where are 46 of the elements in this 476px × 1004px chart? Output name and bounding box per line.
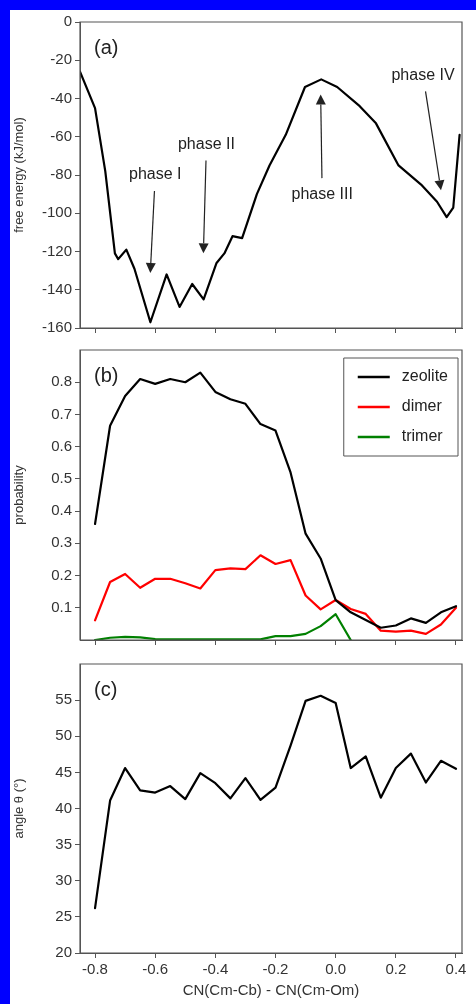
y-tick-label: 0.6 [51,436,72,454]
annotation: phase IV [391,65,455,83]
y-tick-label: -60 [50,126,72,144]
annotation: (b) [94,363,119,386]
y-tick-label: -80 [50,165,72,183]
x-axis-title: CN(Cm-Cb) - CN(Cm-Om) [182,981,360,999]
legend-label: trimer [401,427,444,445]
annotation: phase I [129,165,182,183]
y-tick-label: -40 [50,88,72,106]
y-tick-label: 0.3 [51,533,72,551]
y-tick-label: -160 [41,318,72,336]
y-tick-label: -120 [41,241,72,259]
y-tick-label: 0.7 [51,404,72,422]
y-tick-label: 45 [55,762,72,780]
y-tick-label: 0.2 [51,565,72,583]
y-tick-label: 0 [63,12,72,30]
y-tick-label: 40 [55,798,72,816]
y-tick-label: 50 [55,726,72,744]
y-axis-title: angle θ (°) [11,778,27,839]
y-axis-title: free energy (kJ/mol) [11,117,27,233]
y-axis-title: probability [11,464,27,525]
legend-label: dimer [401,397,443,415]
x-tick-label: -0.4 [202,960,229,978]
annotation: phase III [291,184,353,202]
y-tick-label: -140 [41,279,72,297]
x-tick-label: 0.0 [325,960,347,978]
y-tick-label: -20 [50,50,72,68]
annotation: (c) [94,677,118,700]
y-tick-label: 0.1 [51,597,72,615]
x-tick-label: -0.6 [142,960,169,978]
y-tick-label: 0.5 [51,469,72,487]
y-tick-label: 0.8 [51,372,72,390]
y-tick-label: 35 [55,834,72,852]
y-tick-label: 25 [55,907,72,925]
x-tick-label: -0.8 [82,960,108,978]
x-tick-label: 0.2 [385,960,407,978]
annotation: phase II [177,134,235,152]
y-tick-label: 0.4 [51,501,72,519]
legend-label: zeolite [401,367,449,385]
y-tick-label: 55 [55,690,72,708]
y-tick-label: 20 [55,943,72,961]
y-tick-label: -100 [41,203,72,221]
y-tick-label: 30 [55,870,72,888]
x-tick-label: 0.4 [445,960,467,978]
x-tick-label: -0.2 [262,960,289,978]
annotation: (a) [94,35,119,58]
